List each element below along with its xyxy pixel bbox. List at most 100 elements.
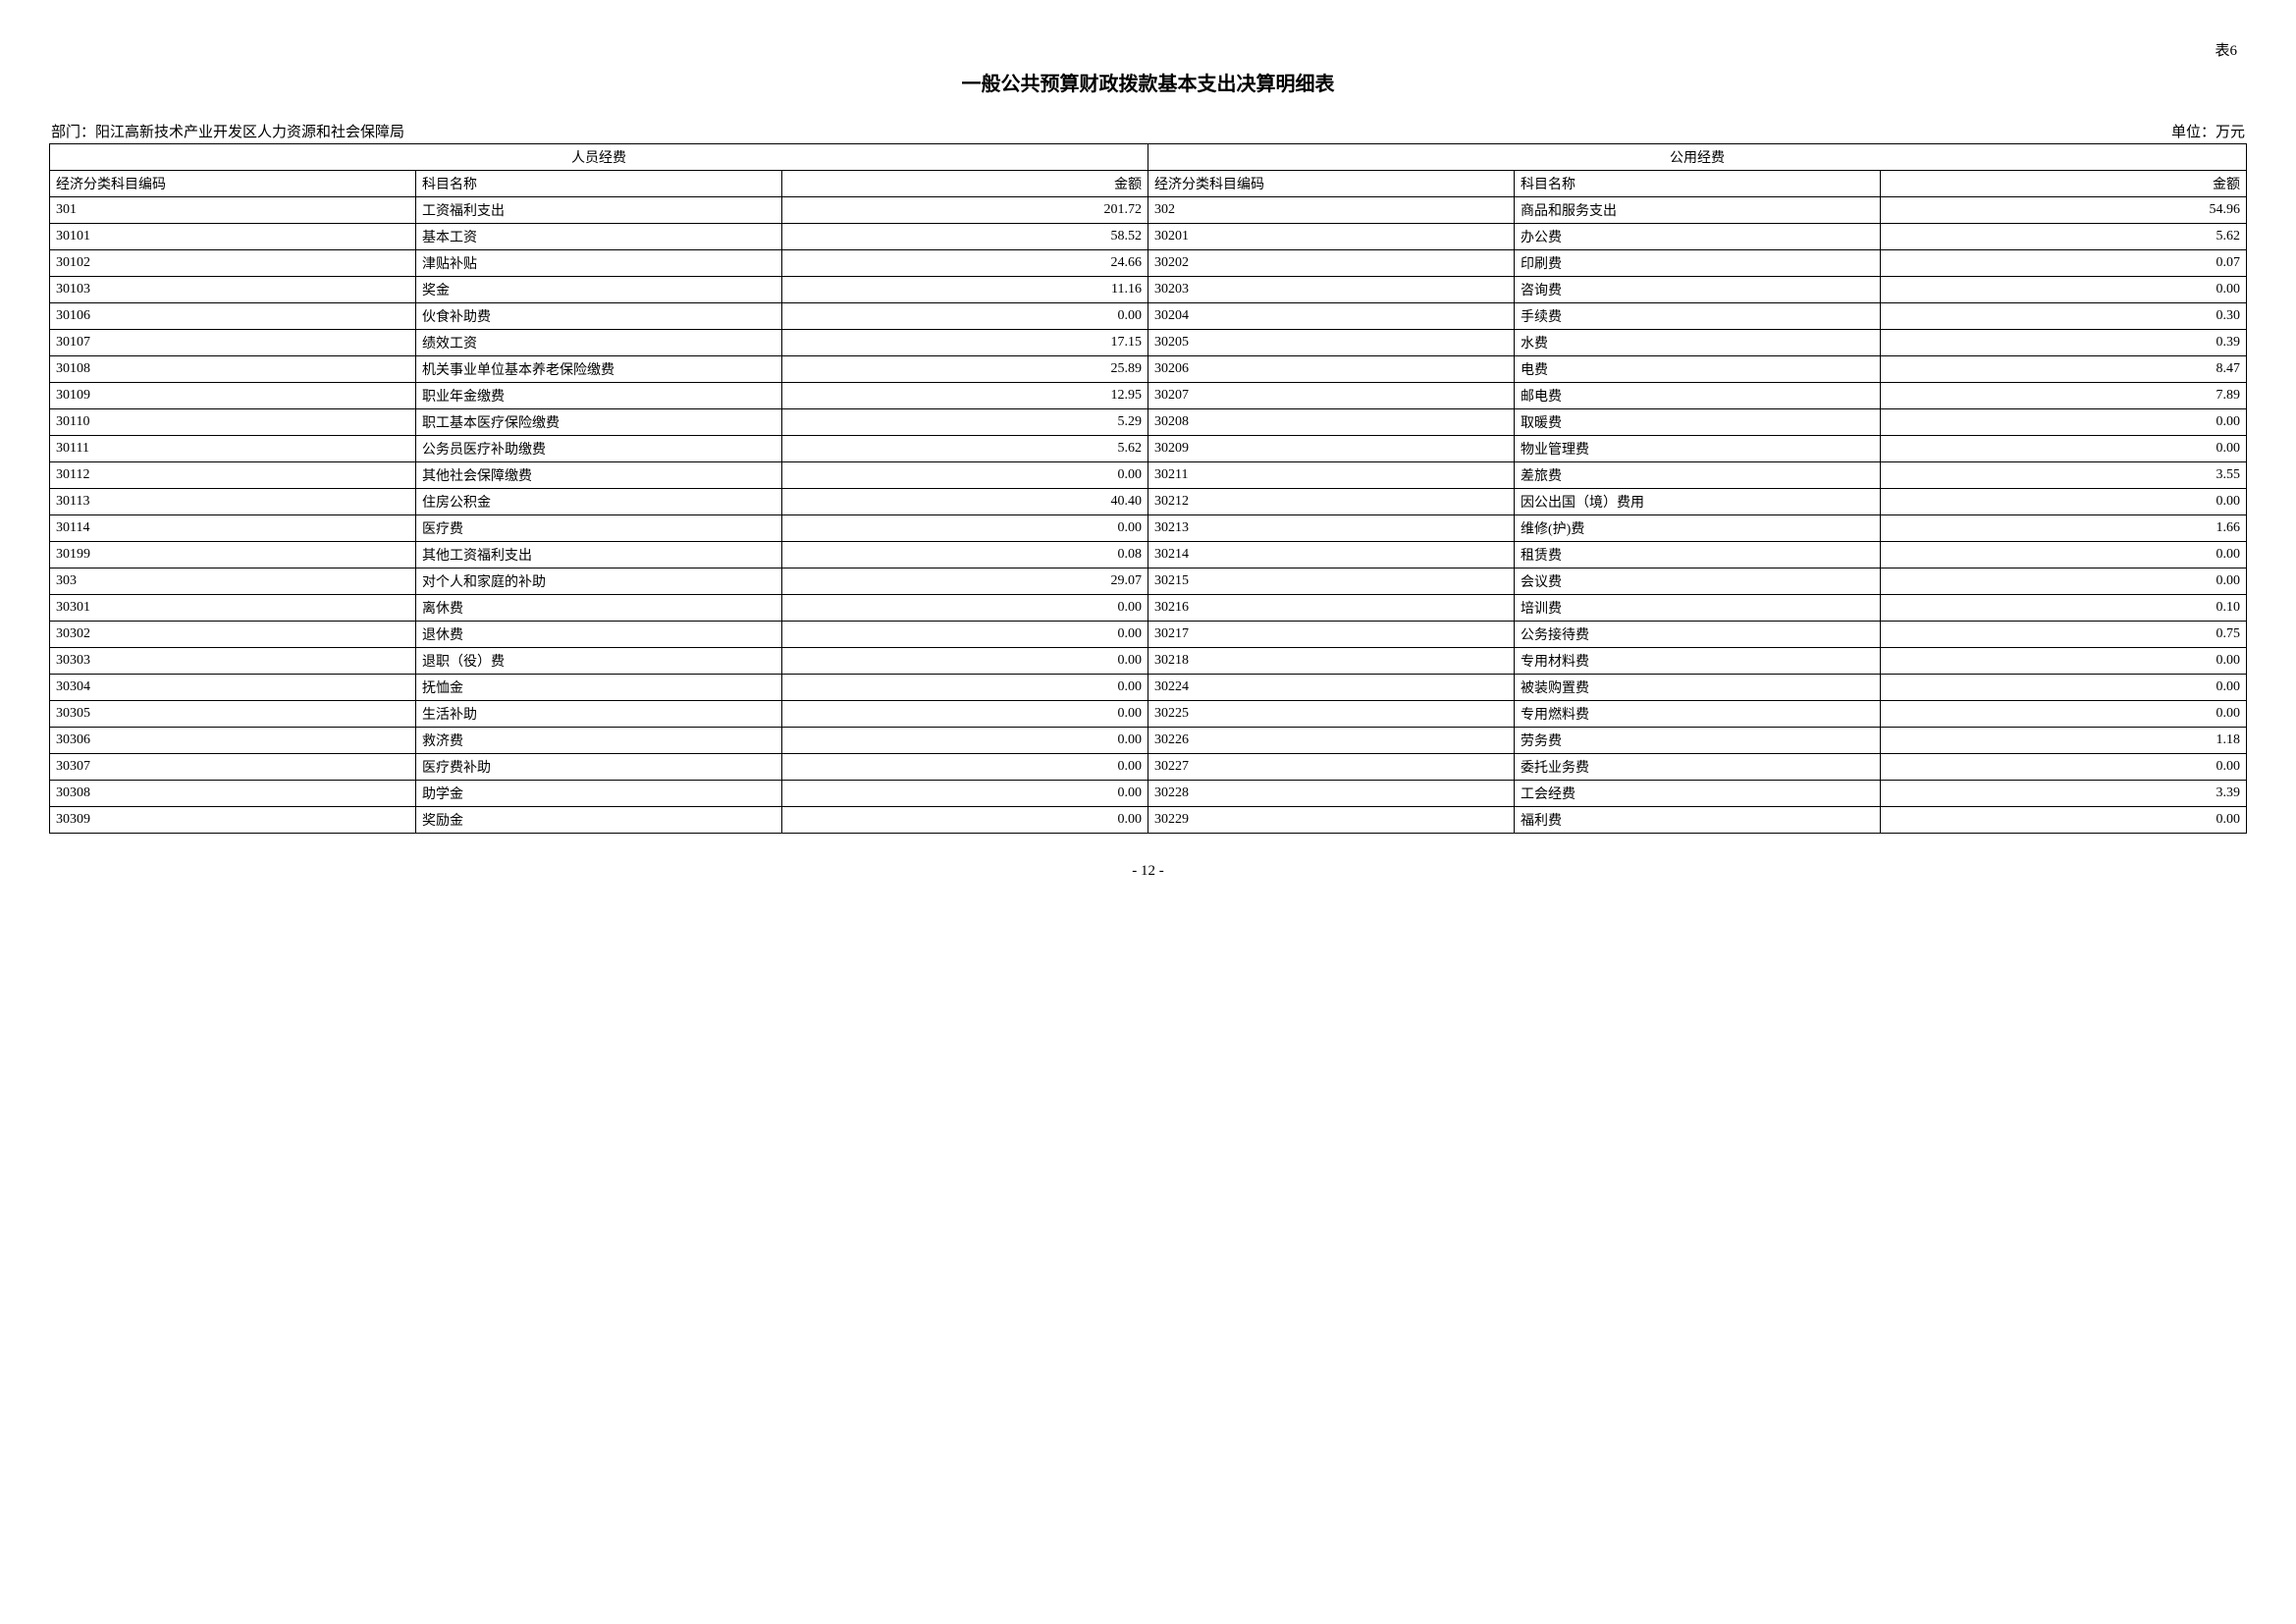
right-name-cell: 物业管理费 xyxy=(1515,436,1881,462)
right-code-cell: 30214 xyxy=(1148,542,1515,568)
left-amount-cell: 5.29 xyxy=(782,409,1148,436)
unit-value: 万元 xyxy=(2216,125,2245,140)
table-row: 30112其他社会保障缴费0.0030211差旅费3.55 xyxy=(50,462,2247,489)
department-info: 部门：阳江高新技术产业开发区人力资源和社会保障局 xyxy=(51,121,404,141)
right-name-cell: 取暖费 xyxy=(1515,409,1881,436)
right-code-cell: 30228 xyxy=(1148,781,1515,807)
page-number: - 12 - xyxy=(49,863,2247,880)
left-code-cell: 30308 xyxy=(50,781,416,807)
table-row: 30111公务员医疗补助缴费5.6230209物业管理费0.00 xyxy=(50,436,2247,462)
left-code-cell: 30304 xyxy=(50,675,416,701)
left-amount-cell: 11.16 xyxy=(782,277,1148,303)
right-name-cell: 电费 xyxy=(1515,356,1881,383)
right-amount-cell: 0.75 xyxy=(1881,622,2247,648)
left-amount-cell: 25.89 xyxy=(782,356,1148,383)
left-name-cell: 助学金 xyxy=(416,781,782,807)
right-name-cell: 公务接待费 xyxy=(1515,622,1881,648)
department-name: 阳江高新技术产业开发区人力资源和社会保障局 xyxy=(95,125,404,140)
left-name-header: 科目名称 xyxy=(416,171,782,197)
left-name-cell: 职工基本医疗保险缴费 xyxy=(416,409,782,436)
table-row: 30109职业年金缴费12.9530207邮电费7.89 xyxy=(50,383,2247,409)
right-name-cell: 手续费 xyxy=(1515,303,1881,330)
left-amount-cell: 0.00 xyxy=(782,807,1148,834)
left-code-cell: 30302 xyxy=(50,622,416,648)
left-code-cell: 30103 xyxy=(50,277,416,303)
left-amount-cell: 0.00 xyxy=(782,595,1148,622)
left-amount-cell: 0.00 xyxy=(782,728,1148,754)
right-amount-cell: 0.00 xyxy=(1881,436,2247,462)
right-amount-cell: 54.96 xyxy=(1881,197,2247,224)
right-code-header: 经济分类科目编码 xyxy=(1148,171,1515,197)
table-row: 303对个人和家庭的补助29.0730215会议费0.00 xyxy=(50,568,2247,595)
left-name-cell: 其他社会保障缴费 xyxy=(416,462,782,489)
right-code-cell: 30216 xyxy=(1148,595,1515,622)
table-row: 30302退休费0.0030217公务接待费0.75 xyxy=(50,622,2247,648)
right-amount-cell: 1.18 xyxy=(1881,728,2247,754)
table-label: 表6 xyxy=(49,39,2247,60)
left-code-cell: 30109 xyxy=(50,383,416,409)
department-prefix: 部门： xyxy=(51,125,95,140)
left-amount-cell: 40.40 xyxy=(782,489,1148,515)
right-code-cell: 30205 xyxy=(1148,330,1515,356)
right-name-cell: 维修(护)费 xyxy=(1515,515,1881,542)
table-row: 30301离休费0.0030216培训费0.10 xyxy=(50,595,2247,622)
right-name-cell: 劳务费 xyxy=(1515,728,1881,754)
table-row: 30108机关事业单位基本养老保险缴费25.8930206电费8.47 xyxy=(50,356,2247,383)
budget-table: 人员经费 公用经费 经济分类科目编码 科目名称 金额 经济分类科目编码 科目名称… xyxy=(49,143,2247,834)
table-row: 301工资福利支出201.72302商品和服务支出54.96 xyxy=(50,197,2247,224)
left-code-cell: 30301 xyxy=(50,595,416,622)
right-code-cell: 30212 xyxy=(1148,489,1515,515)
table-row: 30303退职（役）费0.0030218专用材料费0.00 xyxy=(50,648,2247,675)
right-amount-cell: 0.00 xyxy=(1881,754,2247,781)
left-name-cell: 奖金 xyxy=(416,277,782,303)
right-section-header: 公用经费 xyxy=(1148,144,2247,171)
left-name-cell: 基本工资 xyxy=(416,224,782,250)
left-amount-cell: 12.95 xyxy=(782,383,1148,409)
left-code-cell: 30102 xyxy=(50,250,416,277)
right-name-cell: 委托业务费 xyxy=(1515,754,1881,781)
meta-row: 部门：阳江高新技术产业开发区人力资源和社会保障局 单位：万元 xyxy=(49,121,2247,141)
left-code-cell: 30106 xyxy=(50,303,416,330)
left-amount-cell: 0.00 xyxy=(782,462,1148,489)
right-name-cell: 商品和服务支出 xyxy=(1515,197,1881,224)
left-amount-cell: 0.00 xyxy=(782,515,1148,542)
right-amount-cell: 7.89 xyxy=(1881,383,2247,409)
table-body: 301工资福利支出201.72302商品和服务支出54.9630101基本工资5… xyxy=(50,197,2247,834)
right-amount-cell: 0.00 xyxy=(1881,542,2247,568)
table-row: 30114医疗费0.0030213维修(护)费1.66 xyxy=(50,515,2247,542)
left-code-cell: 30110 xyxy=(50,409,416,436)
table-header-section-row: 人员经费 公用经费 xyxy=(50,144,2247,171)
left-name-cell: 奖励金 xyxy=(416,807,782,834)
right-code-cell: 30217 xyxy=(1148,622,1515,648)
table-row: 30306救济费0.0030226劳务费1.18 xyxy=(50,728,2247,754)
left-code-cell: 30107 xyxy=(50,330,416,356)
left-amount-header: 金额 xyxy=(782,171,1148,197)
left-code-cell: 30303 xyxy=(50,648,416,675)
table-row: 30103奖金11.1630203咨询费0.00 xyxy=(50,277,2247,303)
left-code-cell: 30307 xyxy=(50,754,416,781)
left-name-cell: 医疗费 xyxy=(416,515,782,542)
right-name-cell: 办公费 xyxy=(1515,224,1881,250)
right-code-cell: 30207 xyxy=(1148,383,1515,409)
right-amount-cell: 5.62 xyxy=(1881,224,2247,250)
left-amount-cell: 0.00 xyxy=(782,622,1148,648)
left-code-cell: 30111 xyxy=(50,436,416,462)
left-amount-cell: 58.52 xyxy=(782,224,1148,250)
left-code-cell: 30199 xyxy=(50,542,416,568)
left-amount-cell: 0.00 xyxy=(782,781,1148,807)
unit-info: 单位：万元 xyxy=(2171,121,2245,141)
table-row: 30304抚恤金0.0030224被装购置费0.00 xyxy=(50,675,2247,701)
table-row: 30309奖励金0.0030229福利费0.00 xyxy=(50,807,2247,834)
table-row: 30101基本工资58.5230201办公费5.62 xyxy=(50,224,2247,250)
table-row: 30199其他工资福利支出0.0830214租赁费0.00 xyxy=(50,542,2247,568)
left-name-cell: 退休费 xyxy=(416,622,782,648)
left-section-header: 人员经费 xyxy=(50,144,1148,171)
right-amount-cell: 3.55 xyxy=(1881,462,2247,489)
unit-prefix: 单位： xyxy=(2171,125,2216,140)
right-code-cell: 30203 xyxy=(1148,277,1515,303)
right-name-cell: 会议费 xyxy=(1515,568,1881,595)
left-amount-cell: 29.07 xyxy=(782,568,1148,595)
right-name-cell: 福利费 xyxy=(1515,807,1881,834)
table-row: 30308助学金0.0030228工会经费3.39 xyxy=(50,781,2247,807)
left-amount-cell: 0.00 xyxy=(782,303,1148,330)
